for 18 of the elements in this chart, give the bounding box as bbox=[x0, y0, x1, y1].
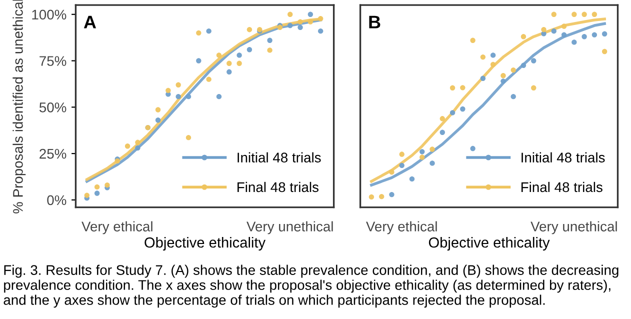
legend-label: Initial 48 trials bbox=[238, 152, 321, 162]
y-tick-label: 50% bbox=[39, 102, 66, 112]
caption: Fig. 3. Results for Study 7. (A) shows the stable prevalence condition, and (B) shows the decreasing prevalence condition. The x axes show the proposal's objective ethicality (as determined by raters), and the y axes show the percentage of trials on which participants rejected the proposal. bbox=[4, 264, 618, 308]
x-axis-title: Objective ethicality bbox=[144, 236, 266, 251]
legend-label: Final 48 trials bbox=[238, 182, 318, 192]
legend-label: Initial 48 trials bbox=[522, 152, 605, 162]
y-tick-label: 25% bbox=[40, 148, 66, 159]
x-tick-label: Very ethical bbox=[82, 221, 152, 234]
chart-title: B bbox=[369, 16, 380, 28]
x-axis-title: Objective ethicality bbox=[428, 236, 550, 251]
y-tick-label: 100% bbox=[32, 10, 66, 20]
x-tick-label: Very ethical bbox=[366, 221, 437, 234]
chart-title: A bbox=[84, 16, 96, 28]
x-tick-label: Very unethical bbox=[246, 221, 333, 234]
y-tick-label: 75% bbox=[40, 56, 66, 66]
legend-label: Final 48 trials bbox=[521, 182, 602, 192]
x-tick-label: Very unethical bbox=[530, 221, 617, 234]
y-tick-label: 0% bbox=[47, 195, 66, 206]
